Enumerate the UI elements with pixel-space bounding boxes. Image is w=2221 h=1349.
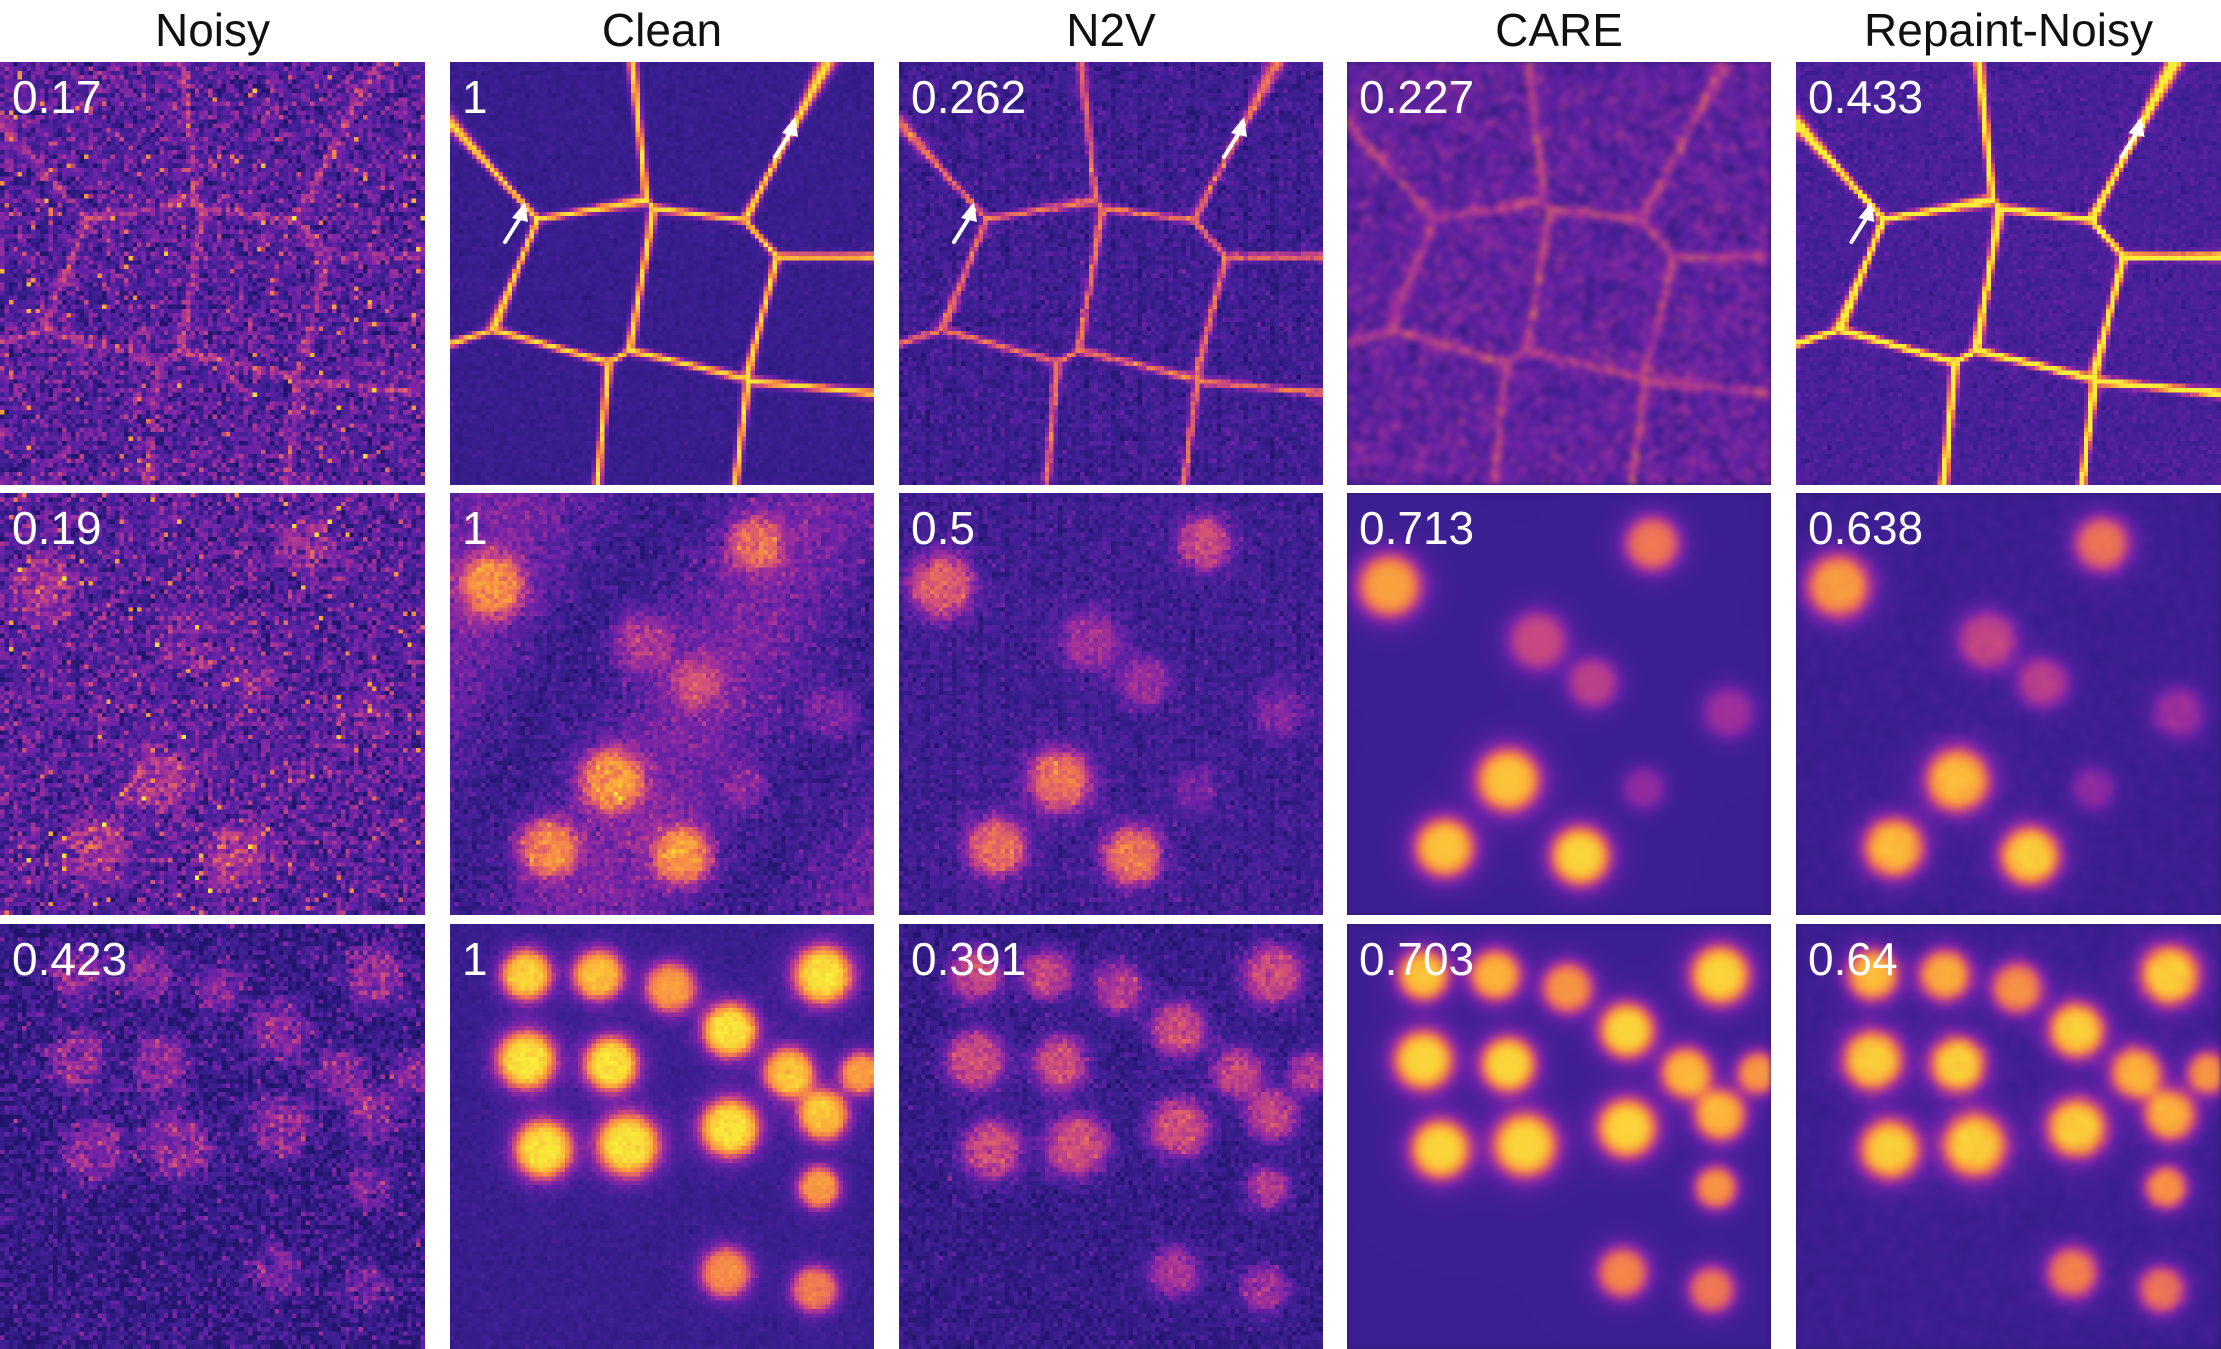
score-label: 0.433 [1808, 71, 1924, 123]
column-header-noisy: Noisy [154, 4, 271, 56]
panel-noisy-nuclei-sparse: 0.19 [0, 493, 425, 915]
image-noisy-nuclei-sparse [0, 493, 425, 915]
image-care-nuclei-dense [1347, 924, 1771, 1349]
panel-clean-cell-membranes: 1 [450, 62, 874, 485]
image-care-nuclei-sparse [1347, 493, 1771, 915]
panel-noisy-cell-membranes: 0.17 [0, 62, 425, 485]
score-label: 0.391 [911, 933, 1027, 985]
panel-clean-nuclei-dense: 1 [450, 924, 874, 1349]
panel-repaint-noisy-nuclei-dense: 0.64 [1796, 924, 2221, 1349]
image-clean-nuclei-dense [450, 924, 874, 1349]
image-noisy-cell-membranes [0, 62, 425, 485]
panel-care-nuclei-dense: 0.703 [1347, 924, 1771, 1349]
score-label: 0.19 [12, 502, 102, 554]
score-label: 0.17 [12, 71, 102, 123]
column-header-clean: Clean [601, 4, 723, 56]
image-n2v-nuclei-sparse [899, 493, 1323, 915]
score-label: 1 [462, 933, 488, 985]
arrow-overlay [1849, 117, 2145, 244]
panel-clean-nuclei-sparse: 1 [450, 493, 874, 915]
arrow-overlay [952, 117, 1247, 244]
score-label: 0.262 [911, 71, 1027, 123]
image-repaint-noisy-nuclei-dense [1796, 924, 2221, 1349]
score-label: 0.5 [911, 502, 975, 554]
white-arrow-icon [773, 117, 798, 159]
image-repaint-noisy-cell-membranes [1796, 62, 2221, 485]
panel-care-cell-membranes: 0.227 [1347, 62, 1771, 485]
score-label: 0.64 [1808, 933, 1898, 985]
score-label: 0.713 [1359, 502, 1475, 554]
panel-noisy-nuclei-dense: 0.423 [0, 924, 425, 1349]
arrow-overlay [503, 117, 798, 244]
white-arrow-icon [1222, 117, 1247, 159]
white-arrow-icon [952, 202, 977, 244]
image-care-cell-membranes [1347, 62, 1771, 485]
panel-n2v-nuclei-sparse: 0.5 [899, 493, 1323, 915]
score-label: 0.423 [12, 933, 128, 985]
image-n2v-nuclei-dense [899, 924, 1323, 1349]
image-clean-nuclei-sparse [450, 493, 874, 915]
white-arrow-icon [2119, 117, 2145, 159]
score-label: 0.703 [1359, 933, 1475, 985]
white-arrow-icon [503, 202, 528, 244]
image-clean-cell-membranes [450, 62, 874, 485]
image-repaint-noisy-nuclei-sparse [1796, 493, 2221, 915]
panel-n2v-cell-membranes: 0.262 [899, 62, 1323, 485]
white-arrow-icon [1849, 202, 1875, 244]
panel-repaint-noisy-nuclei-sparse: 0.638 [1796, 493, 2221, 915]
score-label: 1 [462, 71, 488, 123]
column-header-care: CARE [1495, 4, 1623, 56]
image-n2v-cell-membranes [899, 62, 1323, 485]
image-noisy-nuclei-dense [0, 924, 425, 1349]
panel-n2v-nuclei-dense: 0.391 [899, 924, 1323, 1349]
score-label: 1 [462, 502, 488, 554]
column-header-repaint-noisy: Repaint-Noisy [1864, 4, 2153, 56]
column-header-n2v: N2V [1066, 4, 1156, 56]
score-label: 0.227 [1359, 71, 1475, 123]
score-label: 0.638 [1808, 502, 1924, 554]
panel-repaint-noisy-cell-membranes: 0.433 [1796, 62, 2221, 485]
panel-care-nuclei-sparse: 0.713 [1347, 493, 1771, 915]
